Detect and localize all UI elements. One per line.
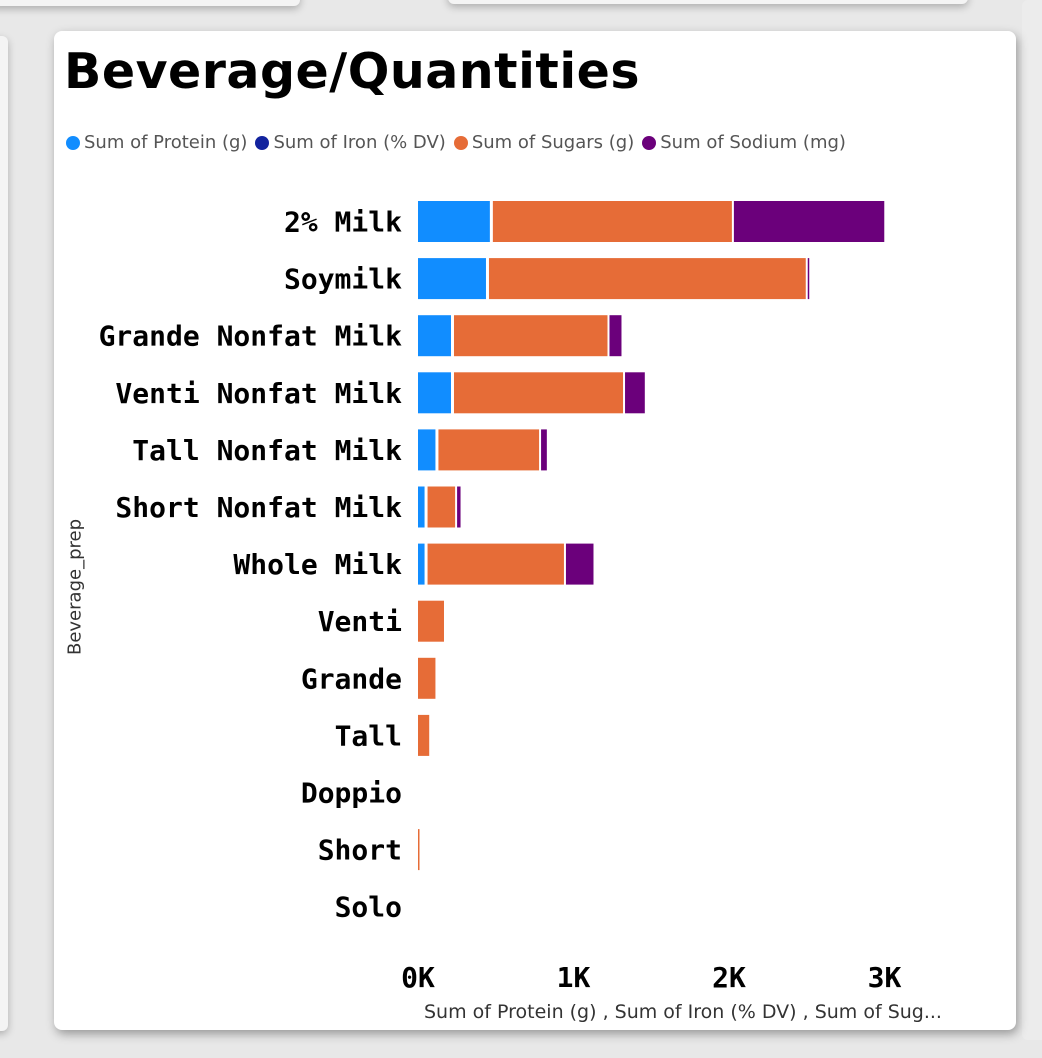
category-label: Soymilk <box>284 263 402 296</box>
bar-sodium[interactable] <box>609 315 622 357</box>
legend-dot-protein <box>66 135 80 150</box>
category-label: Tall Nonfat Milk <box>132 434 402 467</box>
bar-sodium[interactable] <box>565 543 594 585</box>
bar-protein[interactable] <box>418 372 451 414</box>
category-label: Venti <box>318 605 402 638</box>
bar-protein[interactable] <box>418 315 451 357</box>
bar-sugars[interactable] <box>453 315 608 357</box>
legend-label: Sum of Iron (% DV) <box>273 132 446 153</box>
bar-sugars[interactable] <box>418 600 444 642</box>
background-panel <box>1022 0 1042 1040</box>
chart-legend: Sum of Protein (g) Sum of Iron (% DV) Sum … <box>66 132 846 153</box>
x-tick-label: 2K <box>712 961 746 994</box>
legend-dot-iron <box>255 135 270 150</box>
bar-protein[interactable] <box>418 486 425 528</box>
background-panel <box>0 0 300 6</box>
bar-sugars[interactable] <box>418 657 436 699</box>
bar-sodium[interactable] <box>807 258 810 300</box>
bar-sugars[interactable] <box>453 372 624 414</box>
x-tick-label: 1K <box>557 961 591 994</box>
category-label: 2% Milk <box>284 206 402 239</box>
bar-sugars[interactable] <box>438 429 540 471</box>
category-label: Solo <box>335 891 402 924</box>
chart-card[interactable]: Beverage/Quantities Sum of Protein (g) Su… <box>54 31 1016 1030</box>
category-label: Grande <box>301 662 402 695</box>
category-label: Whole Milk <box>233 548 402 581</box>
legend-label: Sum of Sodium (mg) <box>660 132 846 153</box>
bar-protein[interactable] <box>418 543 425 585</box>
category-label: Grande Nonfat Milk <box>99 320 403 353</box>
bar-sugars[interactable] <box>427 486 456 528</box>
bar-sugars[interactable] <box>418 829 420 871</box>
legend-item-iron[interactable]: Sum of Iron (% DV) <box>255 132 446 153</box>
category-label: Doppio <box>301 777 402 810</box>
bar-sugars[interactable] <box>418 714 430 756</box>
bar-chart: 2% Milk Soymilk Grande Nonfat Milk Venti No… <box>99 201 902 994</box>
legend-item-sugars[interactable]: Sum of Sugars (g) <box>453 132 635 153</box>
chart-title: Beverage/Quantities <box>64 43 641 100</box>
bar-sodium[interactable] <box>457 486 461 528</box>
bar-sugars[interactable] <box>427 543 564 585</box>
x-tick-label: 3K <box>868 961 902 994</box>
bar-sodium[interactable] <box>625 372 645 414</box>
x-axis-title: Sum of Protein (g) , Sum of Iron (% DV) … <box>424 1001 942 1023</box>
bar-protein[interactable] <box>418 429 436 471</box>
legend-item-protein[interactable]: Sum of Protein (g) <box>66 132 247 153</box>
category-label: Short Nonfat Milk <box>115 491 402 524</box>
legend-label: Sum of Sugars (g) <box>471 132 635 153</box>
bar-sodium[interactable] <box>541 429 547 471</box>
legend-dot-sugars <box>453 135 468 150</box>
background-panel <box>0 36 8 1031</box>
category-label: Short <box>318 834 402 867</box>
category-label: Venti Nonfat Milk <box>115 377 402 410</box>
legend-label: Sum of Protein (g) <box>84 132 248 153</box>
background-panel <box>448 0 968 4</box>
x-tick-label: 0K <box>401 961 435 994</box>
y-axis-title: Beverage_prep <box>64 519 86 656</box>
category-label: Tall <box>335 719 402 752</box>
legend-item-sodium[interactable]: Sum of Sodium (mg) <box>642 132 846 153</box>
legend-dot-sodium <box>642 135 657 150</box>
bar-protein[interactable] <box>418 258 486 300</box>
bar-sugars[interactable] <box>492 201 732 242</box>
bar-sodium[interactable] <box>733 201 885 242</box>
bar-protein[interactable] <box>418 201 490 242</box>
bar-sugars[interactable] <box>488 258 806 300</box>
